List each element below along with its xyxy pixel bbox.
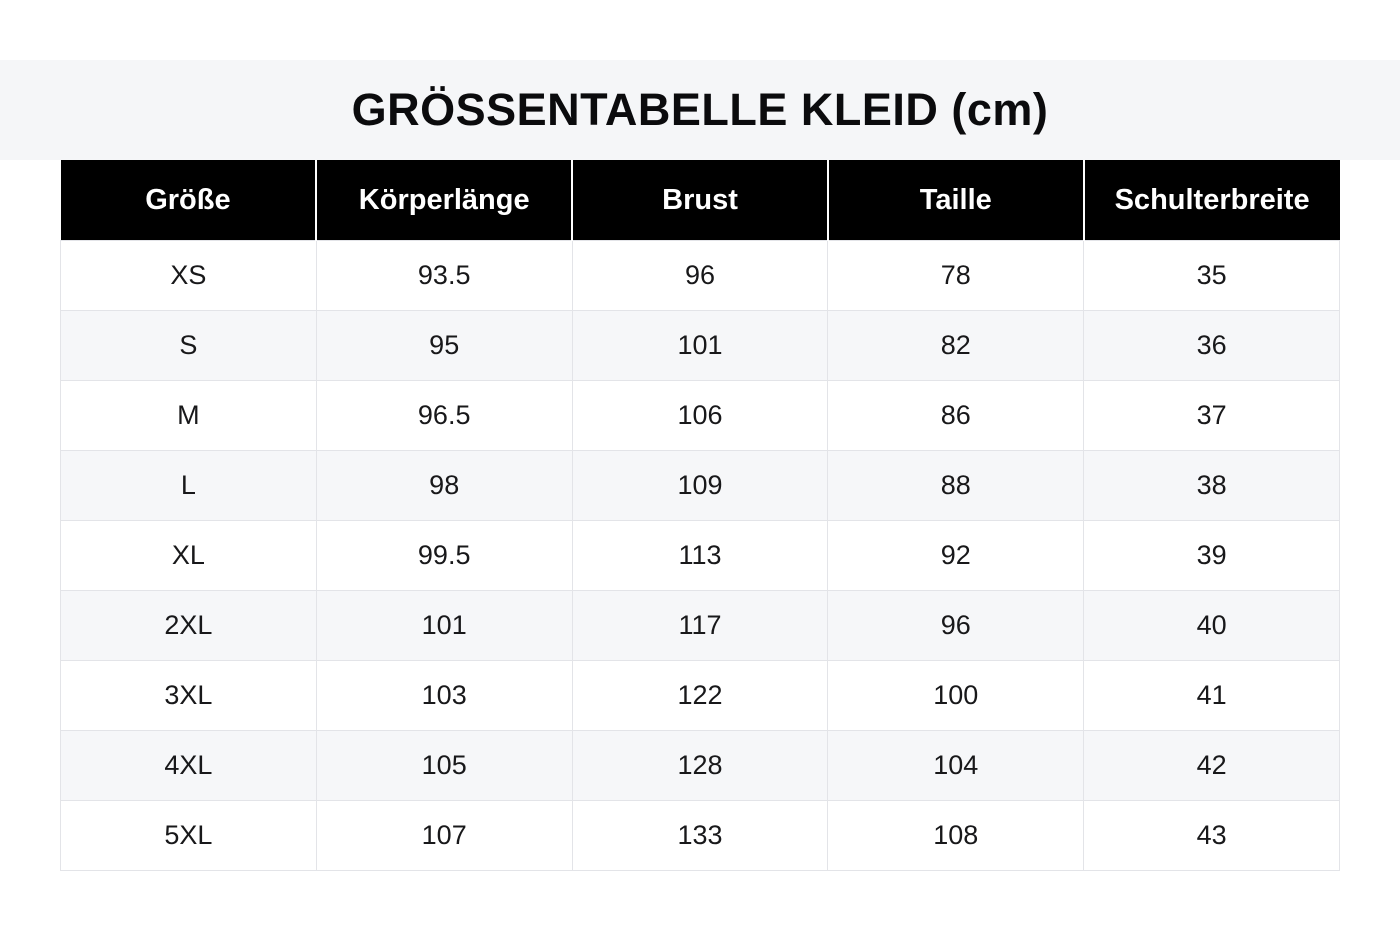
table-row: XL 99.5 113 92 39 [60,520,1340,591]
size-cell: L [60,450,317,521]
size-cell: 2XL [60,590,317,661]
value-cell: 92 [827,520,1085,591]
size-cell: S [60,310,317,381]
value-cell: 128 [571,730,829,801]
table-row: S 95 101 82 36 [60,310,1340,381]
table-row: 5XL 107 133 108 43 [60,800,1340,871]
value-cell: 42 [1083,730,1340,801]
value-cell: 88 [827,450,1085,521]
value-cell: 101 [315,590,573,661]
size-cell: XS [60,240,317,311]
value-cell: 35 [1083,240,1340,311]
value-cell: 82 [827,310,1085,381]
value-cell: 40 [1083,590,1340,661]
title-band: GRÖSSENTABELLE KLEID (cm) [0,60,1400,160]
value-cell: 117 [571,590,829,661]
column-header-brust: Brust [572,160,829,241]
value-cell: 96 [827,590,1085,661]
value-cell: 107 [315,800,573,871]
value-cell: 38 [1083,450,1340,521]
table-row: 3XL 103 122 100 41 [60,660,1340,731]
table-row: L 98 109 88 38 [60,450,1340,521]
value-cell: 109 [571,450,829,521]
value-cell: 93.5 [315,240,573,311]
table-row: M 96.5 106 86 37 [60,380,1340,451]
value-cell: 96.5 [315,380,573,451]
column-header-groesse: Größe [60,160,318,241]
value-cell: 108 [827,800,1085,871]
value-cell: 43 [1083,800,1340,871]
size-cell: 5XL [60,800,317,871]
value-cell: 133 [571,800,829,871]
value-cell: 99.5 [315,520,573,591]
value-cell: 101 [571,310,829,381]
size-cell: 3XL [60,660,317,731]
header-row: Größe Körperlänge Brust Taille Schulterb… [60,160,1340,241]
value-cell: 122 [571,660,829,731]
value-cell: 95 [315,310,573,381]
column-header-koerperlaenge: Körperlänge [316,160,574,241]
size-cell: M [60,380,317,451]
table-row: XS 93.5 96 78 35 [60,240,1340,311]
value-cell: 98 [315,450,573,521]
column-header-schulterbreite: Schulterbreite [1083,160,1340,241]
value-cell: 39 [1083,520,1340,591]
value-cell: 113 [571,520,829,591]
size-cell: 4XL [60,730,317,801]
value-cell: 106 [571,380,829,451]
value-cell: 36 [1083,310,1340,381]
column-header-taille: Taille [827,160,1085,241]
value-cell: 104 [827,730,1085,801]
value-cell: 78 [827,240,1085,311]
value-cell: 103 [315,660,573,731]
value-cell: 105 [315,730,573,801]
page-title: GRÖSSENTABELLE KLEID (cm) [351,84,1049,135]
value-cell: 96 [571,240,829,311]
size-cell: XL [60,520,317,591]
value-cell: 86 [827,380,1085,451]
table-row: 2XL 101 117 96 40 [60,590,1340,661]
value-cell: 100 [827,660,1085,731]
value-cell: 37 [1083,380,1340,451]
value-cell: 41 [1083,660,1340,731]
size-table: Größe Körperlänge Brust Taille Schulterb… [60,160,1340,871]
table-row: 4XL 105 128 104 42 [60,730,1340,801]
